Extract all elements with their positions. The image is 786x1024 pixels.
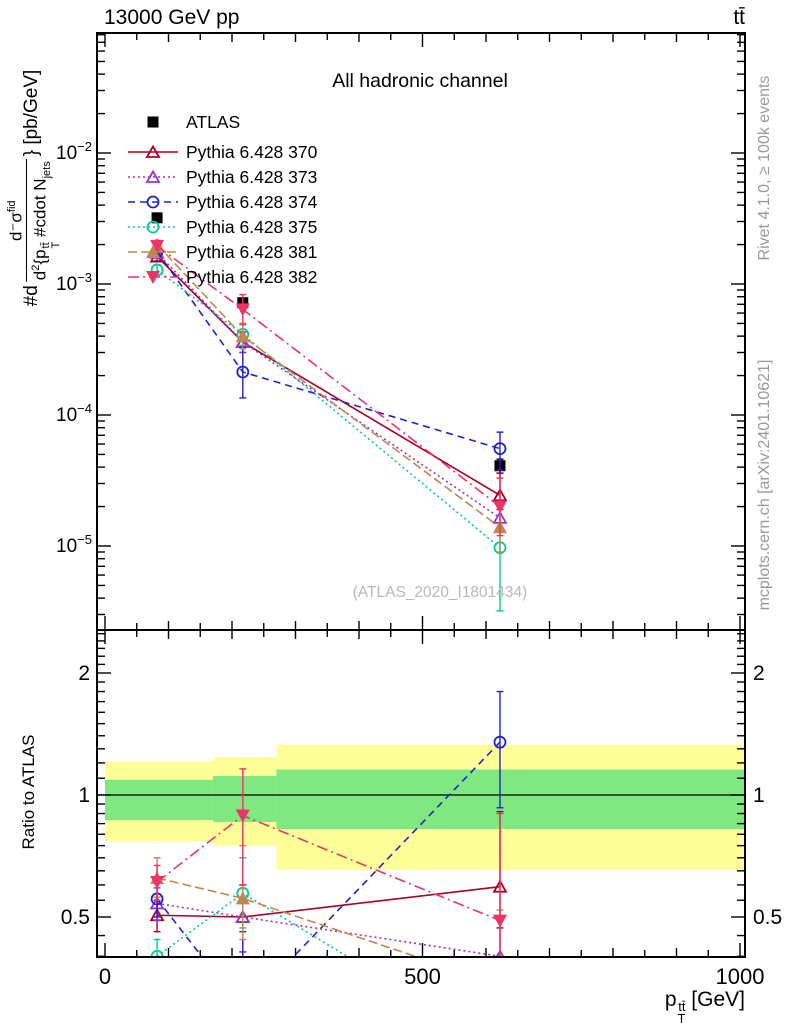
watermark-analysis-id: (ATLAS_2020_I1801434) xyxy=(352,584,528,601)
legend-label: Pythia 6.428 381 xyxy=(186,242,317,262)
ratio-tick-label: 2 xyxy=(78,662,90,685)
marker-circle xyxy=(146,195,160,209)
rivet-version-note: Rivet 4.1.0, ≥ 100k events xyxy=(756,75,773,261)
ylabel-numerator: d⁻σfid xyxy=(5,200,26,242)
marker-triangle-down xyxy=(492,914,507,928)
marker-square xyxy=(147,116,159,128)
marker-triangle-down xyxy=(146,271,160,284)
series-line-p373 xyxy=(156,252,501,519)
marker-triangle xyxy=(145,144,161,158)
marker-circle xyxy=(493,442,507,456)
series-ratio-line-p375 xyxy=(156,892,350,957)
x-tick-label: 0 xyxy=(99,964,111,989)
ylabel-denominator: d2{p tt̄ T #cdot Njets xyxy=(25,159,62,283)
y-tick-label: 10−3 xyxy=(56,270,92,295)
marker-circle xyxy=(493,735,507,749)
legend-label: ATLAS xyxy=(186,112,240,132)
series-ratio-p373 xyxy=(149,884,505,957)
legend-label: Pythia 6.428 373 xyxy=(186,167,317,187)
marker-square xyxy=(151,212,163,224)
series-ratio-line-p373 xyxy=(156,902,501,957)
mcplots-arxiv-note: mcplots.cern.ch [arXiv:2401.10621] xyxy=(756,359,773,611)
legend-label: Pythia 6.428 375 xyxy=(186,217,317,237)
legend-row-p382: Pythia 6.428 382 xyxy=(128,267,317,287)
series-p382 xyxy=(150,240,507,537)
marker-triangle-filled xyxy=(235,891,250,905)
y-tick-label: 10−5 xyxy=(56,532,92,557)
legend-row-p370: Pythia 6.428 370 xyxy=(128,142,318,162)
plot-title: All hadronic channel xyxy=(332,70,508,92)
ratio-axis-label: Ratio to ATLAS xyxy=(19,734,38,850)
marker-triangle xyxy=(145,169,161,183)
legend-label: Pythia 6.428 382 xyxy=(186,267,317,287)
ylabel-prefix: #d xyxy=(21,285,42,307)
series-ratio-line-p370 xyxy=(157,885,501,918)
marker-triangle-down xyxy=(235,809,250,823)
legend-label: Pythia 6.428 370 xyxy=(186,142,318,162)
ratio-tick-label: 2 xyxy=(753,662,765,685)
marker-circle xyxy=(237,1004,248,1015)
series-ratio-p382 xyxy=(150,768,507,957)
series-ratio-line-p381 xyxy=(156,877,420,957)
ratio-frame xyxy=(96,629,746,958)
legend-row-p375: Pythia 6.428 375 xyxy=(128,217,317,237)
legend-row-p374: Pythia 6.428 374 xyxy=(128,192,318,212)
series-p373 xyxy=(149,245,508,530)
legend-row-atlas: ATLAS xyxy=(147,112,240,132)
ylabel-fraction: d⁻σfid d2{p tt̄ T #cdot Njets xyxy=(3,159,62,283)
marker-triangle-filled xyxy=(235,329,250,343)
marker-circle xyxy=(146,220,160,234)
beam-energy-label: 13000 GeV pp xyxy=(104,6,240,29)
main-y-axis-label: #d d⁻σfid d2{p tt̄ T #cdot Njets } [pb/GeV… xyxy=(2,23,62,353)
series-ratio-line-p374 xyxy=(156,741,501,957)
series-ratio-p375 xyxy=(150,857,350,957)
ratio-tick-label: 0.5 xyxy=(753,906,782,929)
series-p375 xyxy=(150,263,507,612)
band-green xyxy=(276,769,745,830)
marker-triangle-down xyxy=(150,240,165,254)
marker-triangle-filled xyxy=(146,245,160,258)
band-green xyxy=(105,779,213,821)
legend-row-p373: Pythia 6.428 373 xyxy=(128,167,317,187)
series-line-p375 xyxy=(156,269,501,549)
series-ratio-p381 xyxy=(150,844,507,991)
marker-triangle-down xyxy=(150,876,165,890)
x-tick-label: 1000 xyxy=(716,964,765,989)
ratio-tick-label: 1 xyxy=(753,784,765,807)
marker-triangle-down xyxy=(492,500,507,514)
marker-triangle-down xyxy=(235,303,250,317)
ratio-tick-label: 0.5 xyxy=(61,906,90,929)
ylabel-suffix: } [pb/GeV] xyxy=(21,69,42,157)
process-label: tt̄ xyxy=(733,6,745,29)
legend-row-p381: Pythia 6.428 381 xyxy=(128,242,317,262)
legend-label: Pythia 6.428 374 xyxy=(186,192,318,212)
ratio-tick-label: 1 xyxy=(78,784,90,807)
marker-circle xyxy=(236,365,250,379)
x-tick-label: 500 xyxy=(404,964,441,989)
marker-triangle-filled xyxy=(493,978,507,991)
y-tick-label: 10−4 xyxy=(56,401,92,426)
series-p370 xyxy=(149,249,508,511)
x-axis-label: p tt̄ T [GeV] xyxy=(664,988,745,1024)
